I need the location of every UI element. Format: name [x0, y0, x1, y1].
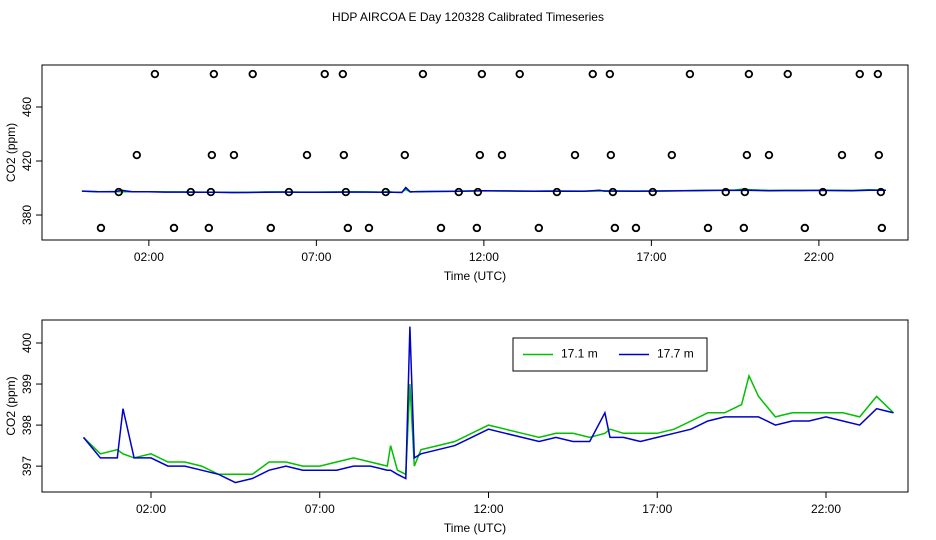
point [341, 187, 351, 197]
point [876, 187, 886, 197]
x-tick-label: 12:00 [473, 502, 503, 516]
point [473, 187, 483, 197]
point [132, 150, 142, 160]
x-tick-label: 07:00 [305, 502, 335, 516]
point [418, 69, 428, 79]
point [96, 223, 106, 233]
point [186, 187, 195, 197]
y-tick-label: 380 [20, 205, 34, 225]
point [206, 187, 216, 197]
y-tick-label: 400 [20, 333, 34, 353]
y-axis-title: CO2 (ppm) [4, 123, 18, 182]
point [685, 69, 695, 79]
y-tick-label: 420 [20, 151, 34, 171]
point [703, 223, 713, 233]
point [150, 69, 160, 79]
point [570, 150, 580, 160]
point [204, 223, 214, 233]
series-line [82, 373, 895, 476]
plot-frame [41, 319, 909, 493]
point [818, 187, 828, 197]
point [874, 150, 884, 160]
point [454, 187, 463, 197]
point [605, 69, 615, 79]
x-tick-label: 22:00 [811, 502, 841, 516]
point [338, 69, 348, 79]
point [302, 150, 312, 160]
point [343, 223, 353, 233]
point [169, 223, 179, 233]
plot-frame [41, 64, 909, 241]
point [320, 69, 329, 79]
point [364, 223, 374, 233]
point [266, 223, 276, 233]
point [764, 150, 774, 160]
point [742, 150, 752, 160]
y-tick-label: 397 [20, 456, 34, 476]
point [667, 150, 677, 160]
y-axis-title: CO2 (ppm) [4, 376, 18, 435]
x-tick-label: 02:00 [136, 502, 166, 516]
y-tick-label: 398 [20, 415, 34, 435]
point [877, 223, 887, 233]
x-tick-label: 17:00 [636, 250, 666, 264]
point [515, 69, 524, 79]
series-line [82, 326, 894, 484]
point [608, 187, 618, 197]
point [837, 150, 847, 160]
point [631, 223, 641, 233]
point [229, 150, 239, 160]
point [475, 150, 485, 160]
series-line [81, 186, 886, 194]
point [610, 223, 620, 233]
x-axis-title: Time (UTC) [444, 269, 506, 283]
point [114, 187, 123, 197]
point [284, 187, 294, 197]
point [648, 187, 657, 197]
point [855, 69, 864, 79]
point [873, 69, 883, 79]
point [339, 150, 349, 160]
point [534, 223, 544, 233]
point [588, 69, 597, 79]
point [739, 223, 749, 233]
x-axis-title: Time (UTC) [444, 521, 506, 535]
x-tick-label: 12:00 [469, 250, 499, 264]
point [783, 69, 792, 79]
point [606, 150, 616, 160]
point [721, 187, 730, 197]
point [400, 150, 410, 160]
point [477, 69, 487, 79]
point [381, 187, 390, 197]
x-tick-label: 07:00 [301, 250, 331, 264]
legend-label: 17.7 m [657, 347, 694, 361]
point [497, 150, 507, 160]
point [552, 187, 562, 197]
point [744, 69, 754, 79]
point [248, 69, 257, 79]
y-tick-label: 399 [20, 374, 34, 394]
point [436, 223, 446, 233]
legend-label: 17.1 m [561, 347, 598, 361]
point [209, 69, 219, 79]
point [207, 150, 217, 160]
x-tick-label: 22:00 [804, 250, 834, 264]
point [800, 223, 810, 233]
chart-title: HDP AIRCOA E Day 120328 Calibrated Times… [332, 10, 604, 24]
y-tick-label: 460 [20, 97, 34, 117]
point [472, 223, 482, 233]
point [740, 187, 750, 197]
x-tick-label: 02:00 [134, 250, 164, 264]
x-tick-label: 17:00 [642, 502, 672, 516]
